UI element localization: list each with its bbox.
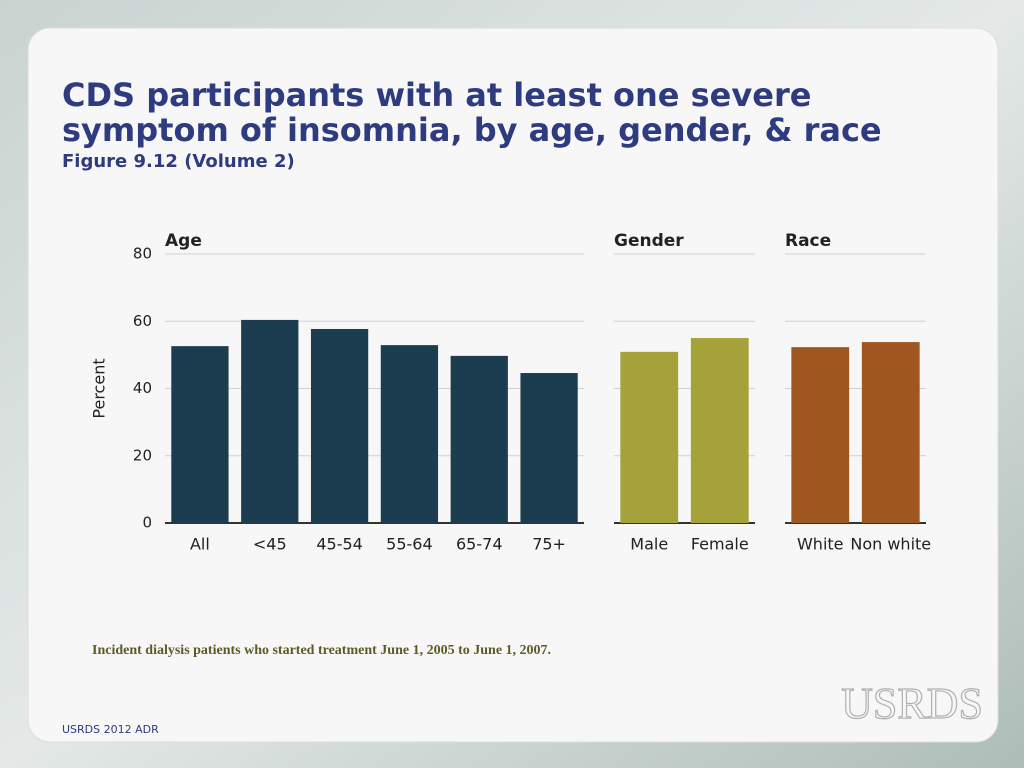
- x-tick-label: 45-54: [316, 535, 363, 554]
- charts: Age 0 20 40 60 80 Percent All <45 45-54 55-64 65-74…: [90, 231, 932, 554]
- bar: [241, 319, 299, 523]
- x-tick-label: Non white: [850, 535, 931, 554]
- y-tick-label: 0: [142, 514, 152, 532]
- bar: [310, 328, 369, 523]
- bar: [861, 342, 920, 523]
- x-tick-label: All: [190, 535, 210, 554]
- x-tick-label: 65-74: [456, 535, 503, 554]
- bar: [450, 355, 508, 523]
- y-tick-label: 40: [133, 379, 152, 397]
- y-axis-label: Percent: [90, 358, 109, 418]
- x-tick-label: <45: [253, 535, 287, 554]
- slide-title: CDS participants with at least one sever…: [62, 76, 811, 114]
- y-tick-label: 20: [133, 446, 152, 464]
- x-tick-label: 75+: [532, 535, 566, 554]
- panel-title: Gender: [614, 231, 684, 251]
- note: Incident dialysis patients who started t…: [92, 643, 551, 658]
- bar: [620, 351, 679, 523]
- footer: USRDS 2012 ADR: [62, 723, 159, 736]
- logo: USRDS: [841, 679, 983, 728]
- card: [27, 27, 999, 743]
- x-tick-label: Female: [691, 535, 749, 554]
- bar: [690, 338, 749, 523]
- bar: [791, 347, 850, 523]
- x-tick-label: 55-64: [386, 535, 433, 554]
- x-tick-label: Male: [630, 535, 668, 554]
- bar: [171, 346, 229, 523]
- panel-title: Age: [165, 231, 202, 251]
- bar: [380, 345, 439, 523]
- slide-subtitle: Figure 9.12 (Volume 2): [62, 151, 295, 172]
- bar: [520, 373, 578, 523]
- slide-title: symptom of insomnia, by age, gender, & r…: [62, 111, 882, 149]
- y-tick-label: 80: [133, 245, 152, 263]
- y-tick-label: 60: [133, 312, 152, 330]
- panel-title: Race: [785, 231, 831, 251]
- x-tick-label: White: [797, 535, 844, 554]
